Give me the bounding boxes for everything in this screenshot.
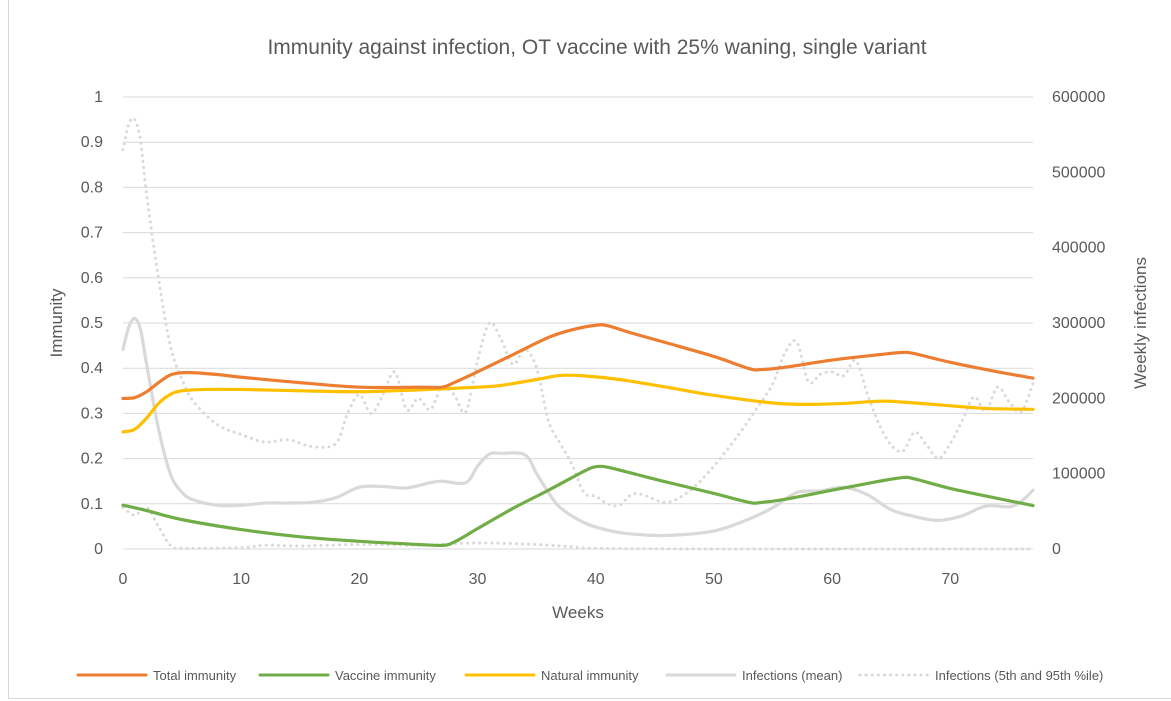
series-line-natural-immunity bbox=[121, 373, 1035, 434]
x-axis-title: Weeks bbox=[552, 603, 604, 622]
legend-label: Total immunity bbox=[153, 668, 237, 683]
y-tick-label: 0.8 bbox=[81, 179, 103, 196]
y-tick-label: 0.7 bbox=[81, 225, 103, 242]
y-tick-label: 0.5 bbox=[81, 315, 103, 332]
series-line-total-immunity bbox=[121, 323, 1035, 401]
series-line-infections-5th-and-95th-ile-lower bbox=[121, 505, 1035, 551]
y-tick-label: 0.1 bbox=[81, 496, 103, 513]
y2-tick-label: 400000 bbox=[1052, 240, 1105, 257]
y-tick-label: 1 bbox=[94, 89, 103, 106]
y-tick-label: 0 bbox=[94, 541, 103, 558]
legend-label: Infections (mean) bbox=[742, 668, 842, 683]
x-tick-label: 40 bbox=[587, 571, 605, 588]
chart-title: Immunity against infection, OT vaccine w… bbox=[267, 36, 926, 59]
y-axis-ticks: 0 0.1 0.2 0.3 0.4 0.5 0.6 0.7 0.8 0.9 1 bbox=[81, 89, 103, 558]
y2-axis-ticks: 0 100000 200000 300000 400000 500000 600000 bbox=[1052, 89, 1105, 558]
series-line-infections-mean bbox=[121, 316, 1035, 538]
gridlines bbox=[123, 96, 1033, 550]
legend: Total immunity Vaccine immunity Natural im… bbox=[76, 668, 1103, 683]
y2-tick-label: 0 bbox=[1052, 541, 1061, 558]
x-tick-label: 70 bbox=[941, 571, 959, 588]
x-tick-label: 30 bbox=[469, 571, 487, 588]
y-tick-label: 0.2 bbox=[81, 451, 103, 468]
y2-axis-title: Weekly infections bbox=[1131, 257, 1150, 389]
y-tick-label: 0.3 bbox=[81, 405, 103, 422]
x-tick-label: 10 bbox=[232, 571, 250, 588]
y-tick-label: 0.9 bbox=[81, 134, 103, 151]
legend-label: Natural immunity bbox=[541, 668, 639, 683]
y-axis-title: Immunity bbox=[47, 288, 66, 357]
series-layer bbox=[121, 116, 1035, 551]
y2-tick-label: 200000 bbox=[1052, 390, 1105, 407]
x-tick-label: 20 bbox=[350, 571, 368, 588]
y2-tick-label: 300000 bbox=[1052, 315, 1105, 332]
y2-tick-label: 500000 bbox=[1052, 164, 1105, 181]
y2-tick-label: 600000 bbox=[1052, 89, 1105, 106]
y2-tick-label: 100000 bbox=[1052, 466, 1105, 483]
series-line-infections-5th-and-95th-ile-upper bbox=[121, 116, 1035, 508]
x-tick-label: 50 bbox=[705, 571, 723, 588]
x-axis-ticks: 0 10 20 30 40 50 60 70 bbox=[119, 571, 960, 588]
legend-label: Vaccine immunity bbox=[335, 668, 436, 683]
y-tick-label: 0.6 bbox=[81, 270, 103, 287]
series-line-vaccine-immunity bbox=[121, 464, 1035, 548]
y-tick-label: 0.4 bbox=[81, 360, 103, 377]
x-tick-label: 0 bbox=[119, 571, 128, 588]
chart-frame bbox=[8, 0, 1171, 699]
x-tick-label: 60 bbox=[823, 571, 841, 588]
legend-label: Infections (5th and 95th %ile) bbox=[935, 668, 1103, 683]
